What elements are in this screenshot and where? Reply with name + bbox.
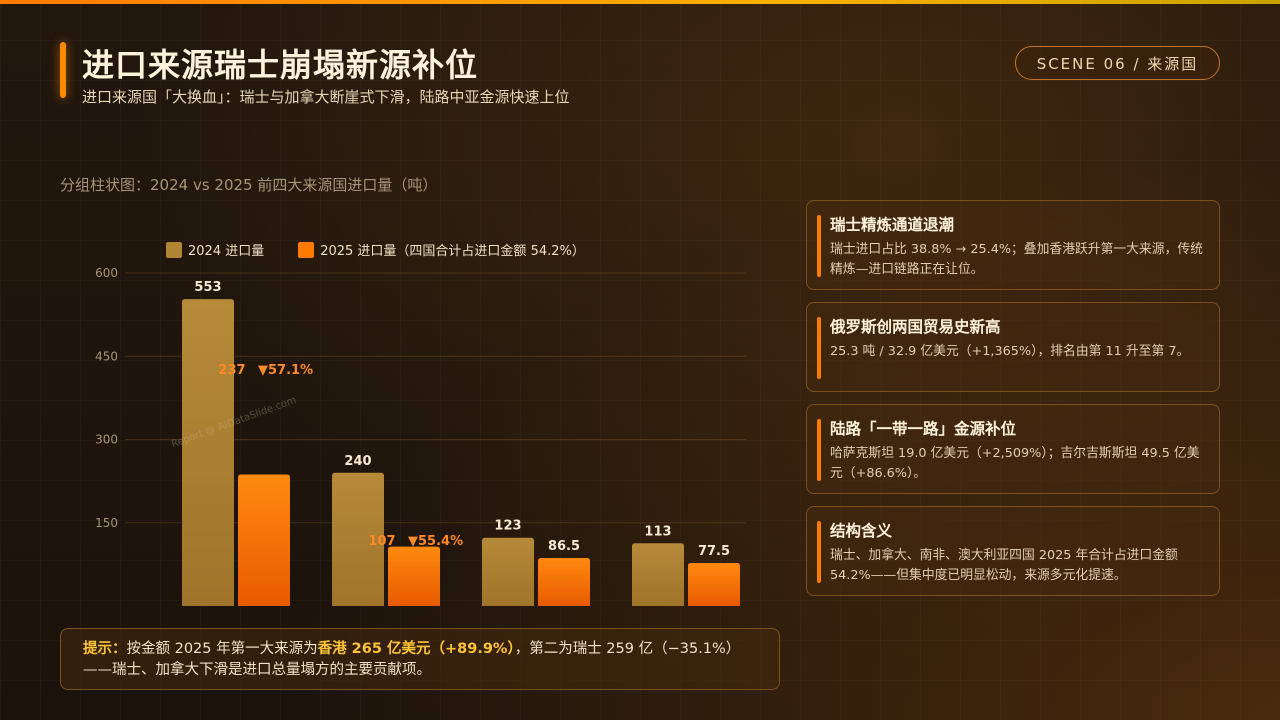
insight-card: 陆路「一带一路」金源补位 哈萨克斯坦 19.0 亿美元（+2,509%）；吉尔吉… bbox=[806, 404, 1220, 494]
change-label: ▼57.1% bbox=[258, 363, 313, 378]
card-title: 陆路「一带一路」金源补位 bbox=[830, 420, 1017, 438]
chart-caption: 分组柱状图：2024 vs 2025 前四大来源国进口量（吨） bbox=[60, 176, 438, 194]
bar-2024 bbox=[182, 299, 234, 606]
title-accent-bar bbox=[60, 42, 66, 98]
card-body: 25.3 吨 / 32.9 亿美元（+1,365%），排名由第 11 升至第 7… bbox=[830, 344, 1190, 359]
legend-item-2025: 2025 进口量（四国合计占进口金额 54.2%） bbox=[298, 240, 585, 259]
card-accent-bar bbox=[817, 419, 821, 481]
bar-2024 bbox=[632, 543, 684, 606]
card-body: 瑞士、加拿大、南非、澳大利亚四国 2025 年合计占进口金额 54.2%——但集… bbox=[830, 548, 1178, 583]
card-accent-bar bbox=[817, 521, 821, 583]
legend-label-2024: 2024 进口量 bbox=[188, 244, 265, 259]
y-tick-label: 450 bbox=[95, 349, 118, 363]
legend-item-2024: 2024 进口量 bbox=[166, 240, 264, 259]
scene-badge: SCENE 06 / 来源国 bbox=[1015, 46, 1220, 80]
data-label: 113 bbox=[644, 524, 671, 539]
top-accent-bar bbox=[0, 0, 1280, 4]
bar-2024 bbox=[332, 472, 384, 606]
data-label: 123 bbox=[494, 519, 521, 534]
data-label: 107 bbox=[368, 534, 395, 549]
chart-legend: 2024 进口量 2025 进口量（四国合计占进口金额 54.2%） bbox=[166, 240, 619, 259]
data-label: 240 bbox=[344, 454, 371, 469]
change-label: ▼55.4% bbox=[408, 534, 463, 549]
page-title: 进口来源瑞士崩塌新源补位 bbox=[82, 46, 479, 84]
bar-chart: 150 300 450 600 553 240 123 113 237 107 86.5 77.5 ▼… bbox=[95, 266, 746, 606]
card-accent-bar bbox=[817, 215, 821, 277]
insight-card: 结构含义 瑞士、加拿大、南非、澳大利亚四国 2025 年合计占进口金额 54.2… bbox=[806, 506, 1220, 596]
card-title: 瑞士精炼通道退潮 bbox=[830, 216, 955, 234]
legend-label-2025: 2025 进口量（四国合计占进口金额 54.2%） bbox=[320, 244, 585, 259]
y-tick-label: 600 bbox=[95, 266, 118, 280]
bar-2025 bbox=[238, 474, 290, 606]
legend-swatch-2024 bbox=[166, 241, 182, 258]
tip-text-after: ，第二为瑞士 259 亿（−35.1%）——瑞士、加拿大下滑是进口总量塌方的主要… bbox=[83, 641, 741, 678]
tip-label: 提示： bbox=[83, 641, 127, 657]
data-label: 553 bbox=[194, 280, 221, 295]
card-accent-bar bbox=[817, 317, 821, 379]
tip-text-before: 按金额 2025 年第一大来源为 bbox=[126, 641, 318, 657]
legend-swatch-2025 bbox=[298, 241, 315, 258]
insight-card: 瑞士精炼通道退潮 瑞士进口占比 38.8% → 25.4%；叠加香港跃升第一大来… bbox=[806, 200, 1220, 290]
page-subtitle: 进口来源国「大换血」：瑞士与加拿大断崖式下滑，陆路中亚金源快速上位 bbox=[82, 88, 570, 106]
card-body: 哈萨克斯坦 19.0 亿美元（+2,509%）；吉尔吉斯斯坦 49.5 亿美元（… bbox=[830, 446, 1200, 481]
bar-2025 bbox=[388, 546, 440, 606]
card-body: 瑞士进口占比 38.8% → 25.4%；叠加香港跃升第一大来源，传统精炼—进口… bbox=[830, 242, 1203, 277]
card-title: 结构含义 bbox=[830, 522, 893, 540]
tip-highlight: 香港 265 亿美元（+89.9%） bbox=[317, 641, 515, 657]
bar-2025 bbox=[688, 562, 740, 606]
y-tick-label: 150 bbox=[95, 516, 118, 530]
insight-card: 俄罗斯创两国贸易史新高 25.3 吨 / 32.9 亿美元（+1,365%），排… bbox=[806, 302, 1220, 392]
bar-2024 bbox=[482, 537, 534, 606]
bar-2025 bbox=[538, 557, 590, 606]
y-tick-label: 300 bbox=[95, 433, 118, 447]
card-title: 俄罗斯创两国贸易史新高 bbox=[830, 318, 1001, 336]
data-label: 237 bbox=[218, 363, 245, 378]
data-label: 77.5 bbox=[698, 544, 730, 559]
tip-box: 提示：按金额 2025 年第一大来源为香港 265 亿美元（+89.9%），第二… bbox=[60, 628, 780, 690]
insight-cards: 瑞士精炼通道退潮 瑞士进口占比 38.8% → 25.4%；叠加香港跃升第一大来… bbox=[806, 200, 1220, 608]
data-label: 86.5 bbox=[548, 539, 580, 554]
